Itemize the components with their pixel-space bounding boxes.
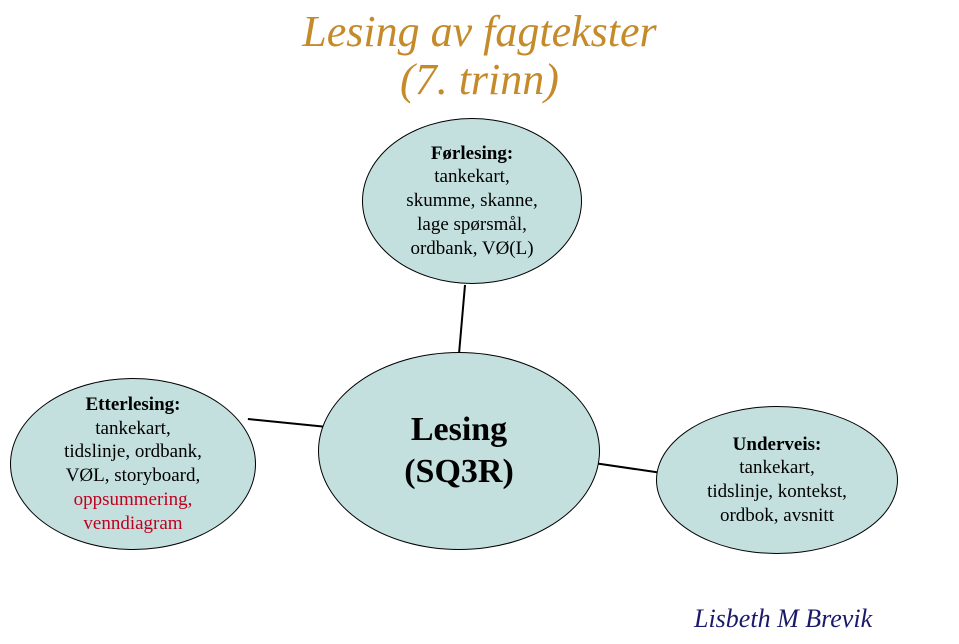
author-signature: Lisbeth M Brevik	[694, 604, 872, 634]
node-forlesing: Førlesing:tankekart, skumme, skanne, lag…	[362, 118, 582, 284]
node-lesing: Lesing(SQ3R)	[318, 352, 600, 550]
node-underveis-body: tankekart, tidslinje, kontekst, ordbok, …	[707, 456, 847, 527]
title-line1: Lesing av fagtekster	[302, 7, 656, 56]
title-line2: (7. trinn)	[400, 55, 559, 104]
edge-lesing-etterlesing	[248, 418, 328, 427]
node-etterlesing-heading: Etterlesing:	[86, 393, 181, 417]
edge-lesing-forlesing	[459, 285, 466, 354]
page-title: Lesing av fagtekster (7. trinn)	[0, 8, 959, 105]
node-etterlesing-body: tankekart, tidslinje, ordbank, VØL, stor…	[64, 417, 202, 536]
edge-lesing-underveis	[594, 462, 662, 473]
node-lesing-body: (SQ3R)	[404, 451, 514, 494]
node-etterlesing-body-emphasis: oppsummering, venndiagram	[74, 489, 193, 534]
node-forlesing-body: tankekart, skumme, skanne, lage spørsmål…	[406, 165, 537, 260]
node-forlesing-heading: Førlesing:	[431, 142, 513, 166]
node-etterlesing-body-plain: tankekart, tidslinje, ordbank, VØL, stor…	[64, 418, 202, 487]
node-underveis-heading: Underveis:	[733, 433, 822, 457]
node-lesing-heading: Lesing	[411, 409, 507, 452]
node-etterlesing: Etterlesing:tankekart, tidslinje, ordban…	[10, 378, 256, 550]
node-underveis: Underveis:tankekart, tidslinje, kontekst…	[656, 406, 898, 554]
